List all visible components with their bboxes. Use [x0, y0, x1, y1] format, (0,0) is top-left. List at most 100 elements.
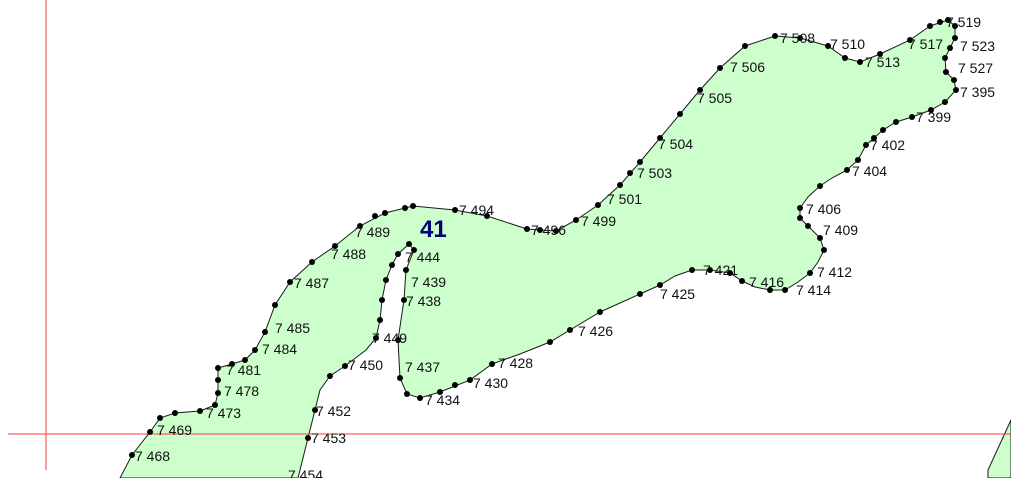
vertex-point — [880, 127, 886, 133]
vertex-point — [951, 77, 957, 83]
vertex-point — [383, 277, 389, 283]
vertex-point — [395, 337, 401, 343]
point-label: 7 481 — [226, 362, 261, 378]
vertex-point — [357, 223, 363, 229]
vertex-point — [937, 19, 943, 25]
point-label: 7 409 — [823, 222, 858, 238]
vertex-group — [129, 17, 959, 458]
vertex-point — [252, 347, 258, 353]
vertex-point — [215, 365, 221, 371]
vertex-point — [677, 111, 683, 117]
vertex-point — [945, 17, 951, 23]
vertex-point — [404, 391, 410, 397]
vertex-point — [389, 262, 395, 268]
point-label: 7 395 — [960, 84, 995, 100]
vertex-point — [842, 55, 848, 61]
vertex-point — [411, 247, 417, 253]
vertex-point — [373, 335, 379, 341]
vertex-point — [943, 69, 949, 75]
vertex-point — [742, 43, 748, 49]
point-label: 7 421 — [703, 262, 738, 278]
point-label: 7 402 — [870, 137, 905, 153]
point-label: 7 449 — [372, 330, 407, 346]
vertex-point — [928, 107, 934, 113]
point-label: 7 412 — [817, 264, 852, 280]
vertex-point — [782, 287, 788, 293]
vertex-point — [825, 43, 831, 49]
point-label: 7 453 — [311, 430, 346, 446]
vertex-point — [942, 99, 948, 105]
vertex-point — [947, 45, 953, 51]
vertex-point — [871, 135, 877, 141]
vertex-point — [305, 435, 311, 441]
vertex-point — [877, 51, 883, 57]
point-label: 7 438 — [406, 293, 441, 309]
vertex-point — [229, 361, 235, 367]
vertex-point — [617, 182, 623, 188]
vertex-point — [739, 278, 745, 284]
vertex-point — [377, 317, 383, 323]
point-label: 7 496 — [531, 222, 566, 238]
point-label: 7 513 — [865, 54, 900, 70]
vertex-point — [952, 35, 958, 41]
vertex-point — [927, 23, 933, 29]
vertex-point — [657, 282, 663, 288]
vertex-point — [397, 375, 403, 381]
point-label: 7 399 — [916, 109, 951, 125]
vertex-point — [717, 65, 723, 71]
vertex-point — [402, 205, 408, 211]
point-label-group: 7 519 7 508 7 510 7 517 7 523 7 513 7 50… — [135, 14, 995, 478]
vertex-point — [272, 302, 278, 308]
vertex-point — [797, 35, 803, 41]
vertex-point — [197, 408, 203, 414]
vertex-point — [727, 270, 733, 276]
vertex-point — [489, 361, 495, 367]
point-label: 7 487 — [294, 275, 329, 291]
vertex-point — [417, 395, 423, 401]
point-label: 7 434 — [425, 392, 460, 408]
vertex-point — [403, 267, 409, 273]
vertex-point — [401, 297, 407, 303]
vertex-point — [172, 410, 178, 416]
point-label: 7 504 — [658, 136, 693, 152]
vertex-point — [212, 402, 218, 408]
point-label: 7 414 — [796, 282, 831, 298]
point-label: 7 444 — [405, 249, 440, 265]
vertex-point — [844, 167, 850, 173]
vertex-point — [372, 213, 378, 219]
vertex-point — [129, 452, 135, 458]
vertex-point — [817, 183, 823, 189]
vertex-point — [707, 267, 713, 273]
vertex-point — [863, 142, 869, 148]
vertex-point — [855, 157, 861, 163]
vertex-point — [467, 377, 473, 383]
vertex-point — [215, 390, 221, 396]
point-label: 7 499 — [581, 213, 616, 229]
point-label: 7 437 — [405, 359, 440, 375]
point-label: 7 527 — [958, 60, 993, 76]
point-label: 7 468 — [135, 448, 170, 464]
point-label: 7 450 — [348, 357, 383, 373]
point-label: 7 485 — [275, 320, 310, 336]
vertex-point — [437, 389, 443, 395]
vertex-point — [689, 267, 695, 273]
point-label: 7 503 — [637, 165, 672, 181]
point-label: 7 473 — [206, 405, 241, 421]
vertex-point — [807, 270, 813, 276]
point-label: 7 484 — [262, 341, 297, 357]
vertex-point — [797, 215, 803, 221]
vertex-point — [537, 227, 543, 233]
vertex-point — [157, 415, 163, 421]
point-label: 7 454 — [288, 467, 323, 478]
vertex-point — [395, 251, 401, 257]
vertex-point — [772, 33, 778, 39]
vertex-point — [817, 235, 823, 241]
vertex-point — [312, 407, 318, 413]
vertex-point — [952, 23, 958, 29]
vertex-point — [452, 207, 458, 213]
vertex-point — [767, 287, 773, 293]
vertex-point — [406, 241, 412, 247]
vertex-point — [907, 37, 913, 43]
vertex-point — [909, 114, 915, 120]
